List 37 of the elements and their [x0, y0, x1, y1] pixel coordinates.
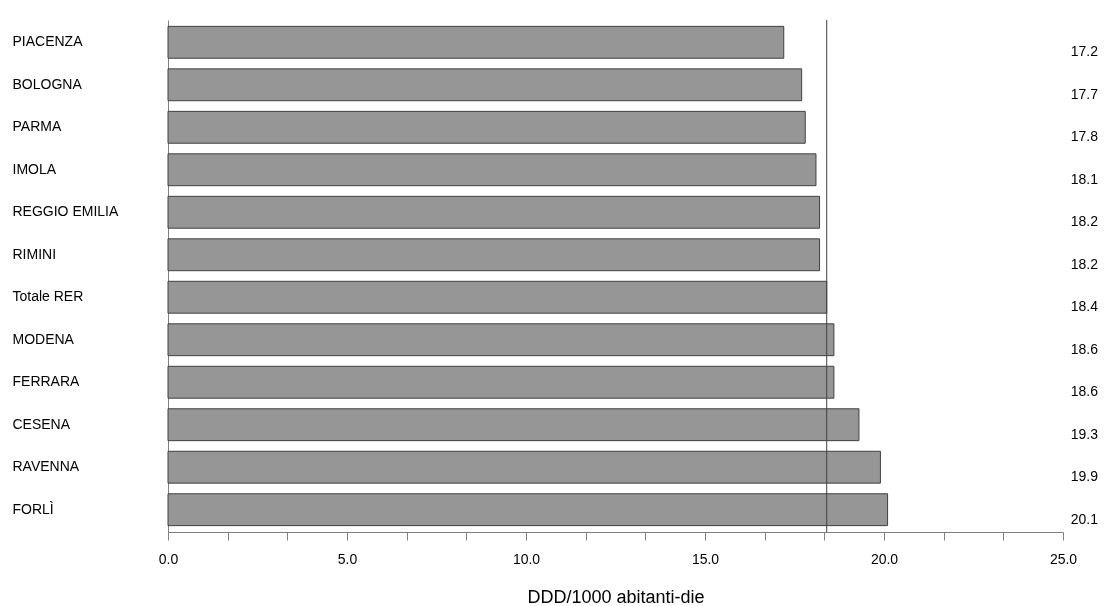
y-tick-label: Totale RER: [12, 288, 84, 305]
x-tick-label: 0.0: [158, 550, 179, 567]
data-label: 18.4: [1070, 298, 1099, 315]
bar: [167, 68, 803, 102]
data-label: 19.9: [1070, 468, 1099, 485]
x-tick-label: 5.0: [337, 550, 358, 567]
data-label: 20.1: [1070, 510, 1099, 527]
y-tick-label: RAVENNA: [12, 458, 80, 475]
y-tick-label: RIMINI: [12, 245, 57, 262]
y-tick-label: IMOLA: [12, 160, 57, 177]
bar: [167, 195, 821, 229]
bar: [167, 238, 821, 272]
y-tick-label: FERRARA: [12, 373, 81, 390]
data-label: 18.1: [1070, 170, 1099, 187]
data-label: 17.7: [1070, 85, 1099, 102]
data-label: 18.6: [1070, 340, 1099, 357]
x-tick-label: 25.0: [1049, 550, 1078, 567]
bar: [167, 25, 785, 59]
bar: [167, 153, 817, 187]
y-tick-label: MODENA: [12, 330, 75, 347]
data-label: 17.2: [1070, 43, 1099, 60]
x-axis-title: DDD/1000 abitanti-die: [527, 586, 705, 606]
y-tick-label: PIACENZA: [12, 33, 84, 50]
x-tick-label: 15.0: [691, 550, 720, 567]
data-label: 17.8: [1070, 128, 1099, 145]
x-tick-label: 20.0: [870, 550, 899, 567]
x-tick-label: 10.0: [512, 550, 541, 567]
data-label: 18.6: [1070, 383, 1099, 400]
data-label: 18.2: [1070, 213, 1099, 230]
y-tick-label: FORLÌ: [12, 500, 54, 517]
bar: [167, 110, 806, 144]
data-label: 18.2: [1070, 255, 1099, 272]
y-tick-label: BOLOGNA: [12, 75, 83, 92]
data-label: 19.3: [1070, 425, 1099, 442]
y-tick-label: REGGIO EMILIA: [12, 203, 119, 220]
y-tick-label: PARMA: [12, 118, 62, 135]
y-tick-label: CESENA: [12, 415, 71, 432]
